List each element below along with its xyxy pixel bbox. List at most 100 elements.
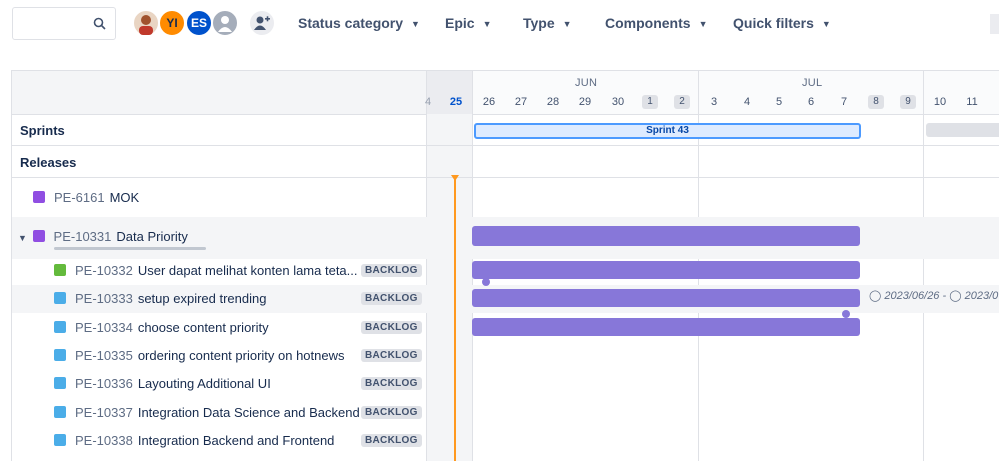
issue-key[interactable]: PE-10333 [75, 291, 133, 306]
day-label: 3 [710, 96, 718, 108]
issue-key[interactable]: PE-6161 [54, 190, 105, 205]
chevron-down-icon: ▼ [562, 19, 572, 29]
issue-key[interactable]: PE-10332 [75, 263, 133, 278]
task-icon [54, 292, 66, 304]
sprints-row-label: Sprints [20, 123, 65, 138]
filter-label: Status category [298, 15, 404, 31]
epic-filter[interactable]: Epic ▼ [445, 15, 492, 31]
status-badge[interactable]: BACKLOG [361, 406, 422, 419]
issue-summary: Integration Backend and Frontend [137, 433, 335, 448]
issue-summary: setup expired trending [137, 291, 267, 306]
status-badge[interactable]: BACKLOG [361, 434, 422, 447]
day-label-weekend: 8 [868, 95, 884, 109]
type-filter[interactable]: Type ▼ [523, 15, 572, 31]
issue-row[interactable]: PE-10332 User dapat melihat konten lama t… [54, 263, 358, 278]
issue-row[interactable]: PE-10335 ordering content priority on hot… [54, 348, 345, 363]
today-column [427, 71, 472, 461]
issue-row[interactable]: PE-10334 choose content priority [54, 320, 269, 335]
avatar-user-photo[interactable] [132, 9, 160, 37]
add-people-button[interactable] [248, 9, 276, 37]
chevron-down-icon[interactable]: ▼ [18, 233, 27, 243]
issue-timeline-bar[interactable] [472, 261, 860, 279]
issue-summary: choose content priority [137, 320, 269, 335]
avatar-es[interactable]: ES [185, 9, 213, 37]
issue-summary: User dapat melihat konten lama teta... [137, 263, 358, 278]
day-label: 5 [775, 96, 783, 108]
scrollbar-thumb[interactable] [54, 247, 206, 250]
filter-label: Type [523, 15, 555, 31]
calendar-icon: ◯ [869, 290, 882, 302]
status-badge[interactable]: BACKLOG [361, 377, 422, 390]
person-icon [218, 16, 232, 32]
issue-row[interactable]: PE-10333 setup expired trending [54, 291, 266, 306]
task-icon [54, 434, 66, 446]
avatar-unassigned[interactable] [211, 9, 239, 37]
issue-timeline-bar[interactable] [472, 318, 860, 336]
issue-key[interactable]: PE-10336 [75, 376, 133, 391]
issue-row[interactable]: PE-10336 Layouting Additional UI [54, 376, 271, 391]
day-label-weekend: 1 [642, 95, 658, 109]
search-icon [93, 17, 106, 30]
search-input[interactable] [12, 7, 116, 40]
day-label: 26 [482, 96, 496, 108]
task-icon [54, 406, 66, 418]
task-icon [54, 377, 66, 389]
status-badge[interactable]: BACKLOG [361, 264, 422, 277]
issue-summary: Layouting Additional UI [137, 376, 271, 391]
issue-row[interactable]: PE-10338 Integration Backend and Frontend [54, 433, 334, 448]
issue-key[interactable]: PE-10337 [75, 405, 133, 420]
day-label: 4 [424, 96, 432, 108]
chevron-down-icon: ▼ [482, 19, 492, 29]
status-badge[interactable]: BACKLOG [361, 321, 422, 334]
day-label: 28 [546, 96, 560, 108]
view-settings-icon[interactable] [990, 14, 999, 34]
day-label-today: 25 [449, 96, 463, 108]
issue-summary: ordering content priority on hotnews [137, 348, 345, 363]
status-badge[interactable]: BACKLOG [361, 292, 422, 305]
story-icon [54, 264, 66, 276]
day-label: 29 [578, 96, 592, 108]
avatar-yi[interactable]: YI [158, 9, 186, 37]
date-range-label: ◯ 2023/06/26 - ◯ 2023/0 [869, 289, 998, 302]
day-label: 27 [514, 96, 528, 108]
epic-icon [33, 191, 45, 203]
month-label: JUN [575, 77, 598, 89]
day-label-weekend: 9 [900, 95, 916, 109]
list-divider[interactable] [426, 71, 427, 461]
issue-key[interactable]: PE-10334 [75, 320, 133, 335]
dependency-handle[interactable] [842, 310, 850, 318]
day-label: 11 [966, 96, 978, 108]
day-label: 30 [611, 96, 625, 108]
chevron-down-icon: ▼ [698, 19, 708, 29]
issue-key[interactable]: PE-10331 [53, 229, 112, 244]
chevron-down-icon: ▼ [411, 19, 420, 29]
row-divider [12, 177, 999, 178]
issue-row[interactable]: PE-10337 Integration Data Science and Bac… [54, 405, 360, 420]
grid-line [923, 71, 924, 461]
day-label: 4 [743, 96, 751, 108]
issue-key[interactable]: PE-10338 [75, 433, 133, 448]
issue-timeline-bar[interactable] [472, 289, 860, 307]
epic-icon [33, 230, 45, 242]
quick-filters[interactable]: Quick filters ▼ [733, 15, 831, 31]
sprint-bar-next[interactable] [926, 123, 999, 137]
status-category-filter[interactable]: Status category ▼ [298, 15, 420, 31]
filter-label: Quick filters [733, 15, 814, 31]
issue-row[interactable]: ▼ PE-10331 Data Priority [18, 229, 188, 244]
status-badge[interactable]: BACKLOG [361, 349, 422, 362]
day-label: 6 [807, 96, 815, 108]
filter-label: Epic [445, 15, 475, 31]
toolbar: YI ES Status category ▼ Epic ▼ Type ▼ Compo… [0, 0, 999, 50]
issue-key[interactable]: PE-10335 [75, 348, 133, 363]
issue-row[interactable]: PE-6161 MOK [33, 190, 139, 205]
epic-timeline-bar[interactable] [472, 226, 860, 246]
issue-summary: Data Priority [116, 229, 188, 244]
dependency-handle[interactable] [482, 278, 490, 286]
calendar-icon: ◯ [949, 290, 962, 302]
day-label: 10 [933, 96, 947, 108]
month-label: JUL [802, 77, 823, 89]
day-label-weekend: 2 [674, 95, 690, 109]
sprint-bar[interactable]: Sprint 43 [474, 123, 861, 139]
components-filter[interactable]: Components ▼ [605, 15, 707, 31]
today-marker [454, 179, 456, 461]
